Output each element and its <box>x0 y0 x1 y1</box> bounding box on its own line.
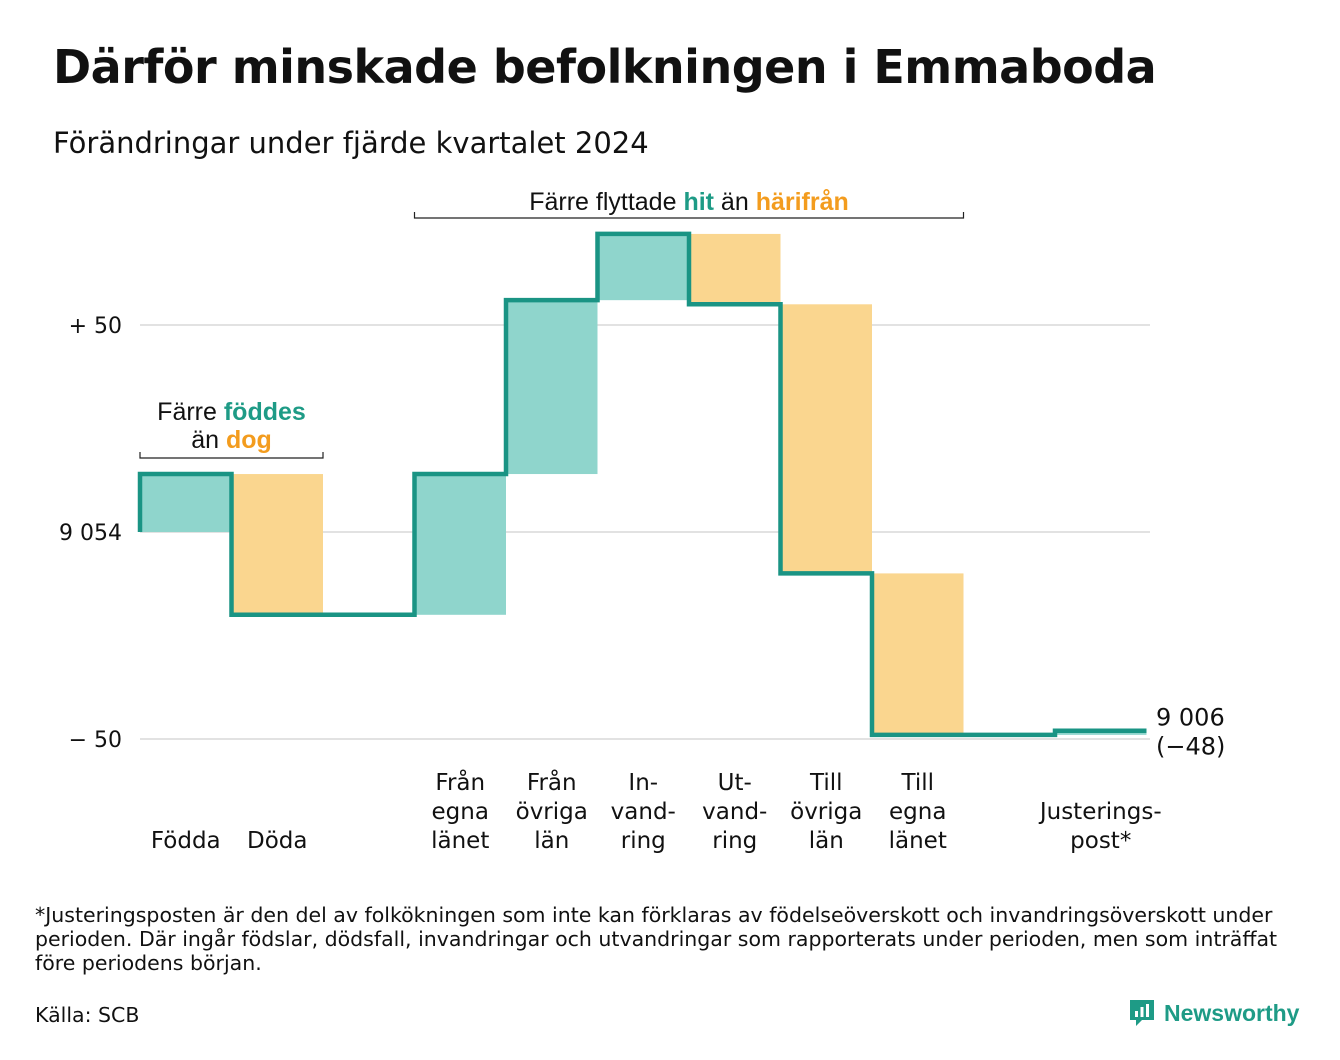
category-label: In-vand-ring <box>611 770 676 854</box>
y-tick-label: 9 054 <box>59 521 122 546</box>
newsworthy-logo-icon <box>1130 1000 1154 1026</box>
annotation-migration: Färre flyttade hit än härifrån <box>529 188 849 216</box>
brand-name: Newsworthy <box>1164 999 1300 1026</box>
waterfall-bar <box>780 304 872 574</box>
category-label: Döda <box>247 828 307 854</box>
waterfall-chart: + 50 9 054 − 50 Födda Döda Från egna länet Från ö… <box>59 188 1225 854</box>
waterfall-bar <box>414 474 506 615</box>
annotation-births-line2: än dog <box>191 426 272 454</box>
waterfall-bar <box>872 573 964 735</box>
category-label: Från egna länet <box>431 768 489 854</box>
category-label: Från övriga län <box>516 768 588 854</box>
source-label: Källa: SCB <box>35 1003 140 1027</box>
category-label: Till övriga län <box>790 770 862 854</box>
category-label: Ut-vand-ring <box>702 770 767 854</box>
cumulative-line <box>137 231 1147 738</box>
waterfall-bar <box>506 300 598 475</box>
brand-logo: Newsworthy <box>1128 996 1299 1030</box>
footnote: *Justeringsposten är den del av folkökni… <box>35 903 1278 975</box>
category-label: Till egna länet <box>889 770 947 854</box>
waterfall-bar <box>231 474 323 615</box>
chart-subtitle: Förändringar under fjärde kvartalet 2024 <box>53 126 649 160</box>
end-value-label: 9 006 (−48) <box>1156 704 1225 761</box>
waterfall-bar <box>689 233 781 305</box>
y-tick-label: − 50 <box>69 728 122 753</box>
category-label: Justerings-post* <box>1038 799 1162 854</box>
y-tick-label: + 50 <box>69 314 122 339</box>
chart-title: Därför minskade befolkningen i Emmaboda <box>53 40 1157 94</box>
category-label: Födda <box>151 828 221 854</box>
waterfall-bar <box>140 474 232 532</box>
annotation-bracket <box>139 452 324 459</box>
waterfall-bar <box>597 233 689 301</box>
annotation-bracket <box>413 212 965 219</box>
annotation-births-line1: Färre föddes <box>157 398 306 426</box>
